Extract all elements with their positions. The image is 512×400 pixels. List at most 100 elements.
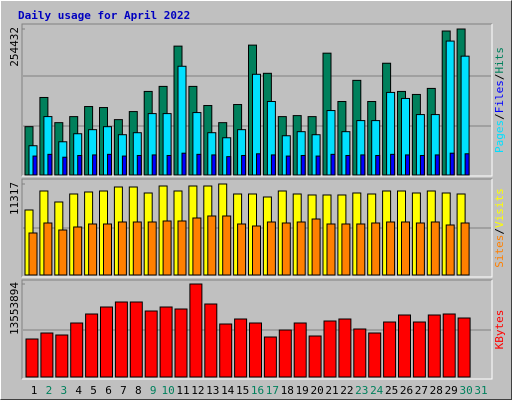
x-tick-label: 24: [370, 384, 384, 397]
bar: [166, 154, 172, 176]
bar: [252, 225, 261, 276]
bar: [151, 154, 157, 176]
x-tick-label: 26: [400, 384, 413, 397]
bar: [237, 223, 247, 276]
x-tick-label: 28: [430, 384, 443, 397]
panel-border-dark: [21, 279, 492, 379]
x-tick-label: 23: [355, 384, 368, 397]
legend-separator: /: [493, 113, 506, 120]
legend-separator: /: [493, 228, 506, 235]
bar: [219, 323, 233, 378]
x-tick-label: 7: [120, 384, 127, 397]
bar: [211, 154, 217, 176]
legend-entry: Files: [493, 80, 506, 113]
panel-border-light: [22, 24, 493, 177]
bar: [73, 226, 83, 276]
bar: [401, 221, 410, 276]
bar: [341, 223, 351, 276]
x-tick-label: 15: [236, 384, 249, 397]
x-tick-label: 2: [46, 384, 53, 397]
bar: [204, 303, 218, 378]
x-tick-label: 27: [415, 384, 428, 397]
legend-entry: Hits: [493, 47, 506, 74]
bar: [285, 155, 291, 176]
panel-border-light: [22, 179, 493, 278]
bar: [430, 221, 440, 276]
x-tick-label: 20: [310, 384, 323, 397]
x-tick-label: 8: [135, 384, 142, 397]
bar: [162, 220, 172, 276]
bar: [415, 222, 425, 276]
bar: [434, 154, 440, 176]
x-tick-label: 14: [221, 384, 235, 397]
bar: [207, 215, 217, 276]
y-tick-label: 13553894: [8, 282, 21, 335]
chart-title: Daily usage for April 2022: [18, 9, 190, 22]
bar: [390, 153, 396, 176]
panel-border-light: [22, 280, 493, 380]
x-tick-label: 18: [281, 384, 294, 397]
bar: [189, 283, 203, 378]
bar: [174, 308, 188, 378]
bar: [368, 332, 382, 378]
bar: [311, 218, 321, 276]
bar: [136, 154, 142, 176]
bar: [181, 152, 187, 176]
bar: [32, 155, 38, 176]
x-tick-label: 1: [31, 384, 38, 397]
bar: [77, 154, 83, 176]
bar: [270, 154, 276, 176]
bar: [234, 318, 248, 378]
bar: [266, 221, 276, 276]
bar: [386, 221, 396, 276]
bar: [47, 153, 53, 176]
bar: [293, 322, 307, 378]
x-tick-label: 29: [445, 384, 458, 397]
bar: [427, 314, 441, 378]
x-tick-label: 16: [251, 384, 264, 397]
legend-entry: Visits: [493, 188, 506, 228]
bar: [405, 154, 410, 176]
bar: [263, 336, 277, 378]
bar: [92, 154, 98, 176]
bar: [353, 328, 367, 378]
bar: [278, 329, 292, 378]
bar: [464, 153, 470, 176]
bar: [281, 222, 291, 276]
bar: [323, 320, 337, 378]
bar: [58, 229, 68, 276]
bar: [177, 220, 187, 276]
bar: [300, 154, 306, 176]
x-tick-label: 11: [176, 384, 189, 397]
bar: [132, 221, 142, 276]
bar: [114, 301, 128, 378]
bar: [100, 306, 113, 378]
bar: [249, 322, 262, 378]
legend-entry: Pages: [493, 120, 506, 153]
bar: [129, 301, 143, 378]
y-tick-label: 11317: [8, 182, 21, 215]
bar: [55, 334, 69, 378]
x-tick-label: 21: [325, 384, 338, 397]
x-tick-label: 17: [266, 384, 279, 397]
bar: [356, 223, 366, 276]
x-tick-label: 22: [340, 384, 353, 397]
panel-border-dark: [21, 23, 492, 176]
bar: [147, 221, 157, 276]
bar: [449, 152, 455, 176]
bar: [296, 221, 306, 276]
bar: [226, 156, 232, 176]
x-tick-label: 12: [191, 384, 204, 397]
bar: [360, 154, 366, 176]
legend-separator: /: [493, 74, 506, 81]
bar: [222, 215, 232, 276]
bar: [383, 321, 397, 378]
bar: [43, 222, 53, 276]
bar: [144, 310, 158, 378]
bar: [412, 321, 426, 378]
bar: [371, 222, 381, 276]
x-tick-label: 3: [60, 384, 67, 397]
